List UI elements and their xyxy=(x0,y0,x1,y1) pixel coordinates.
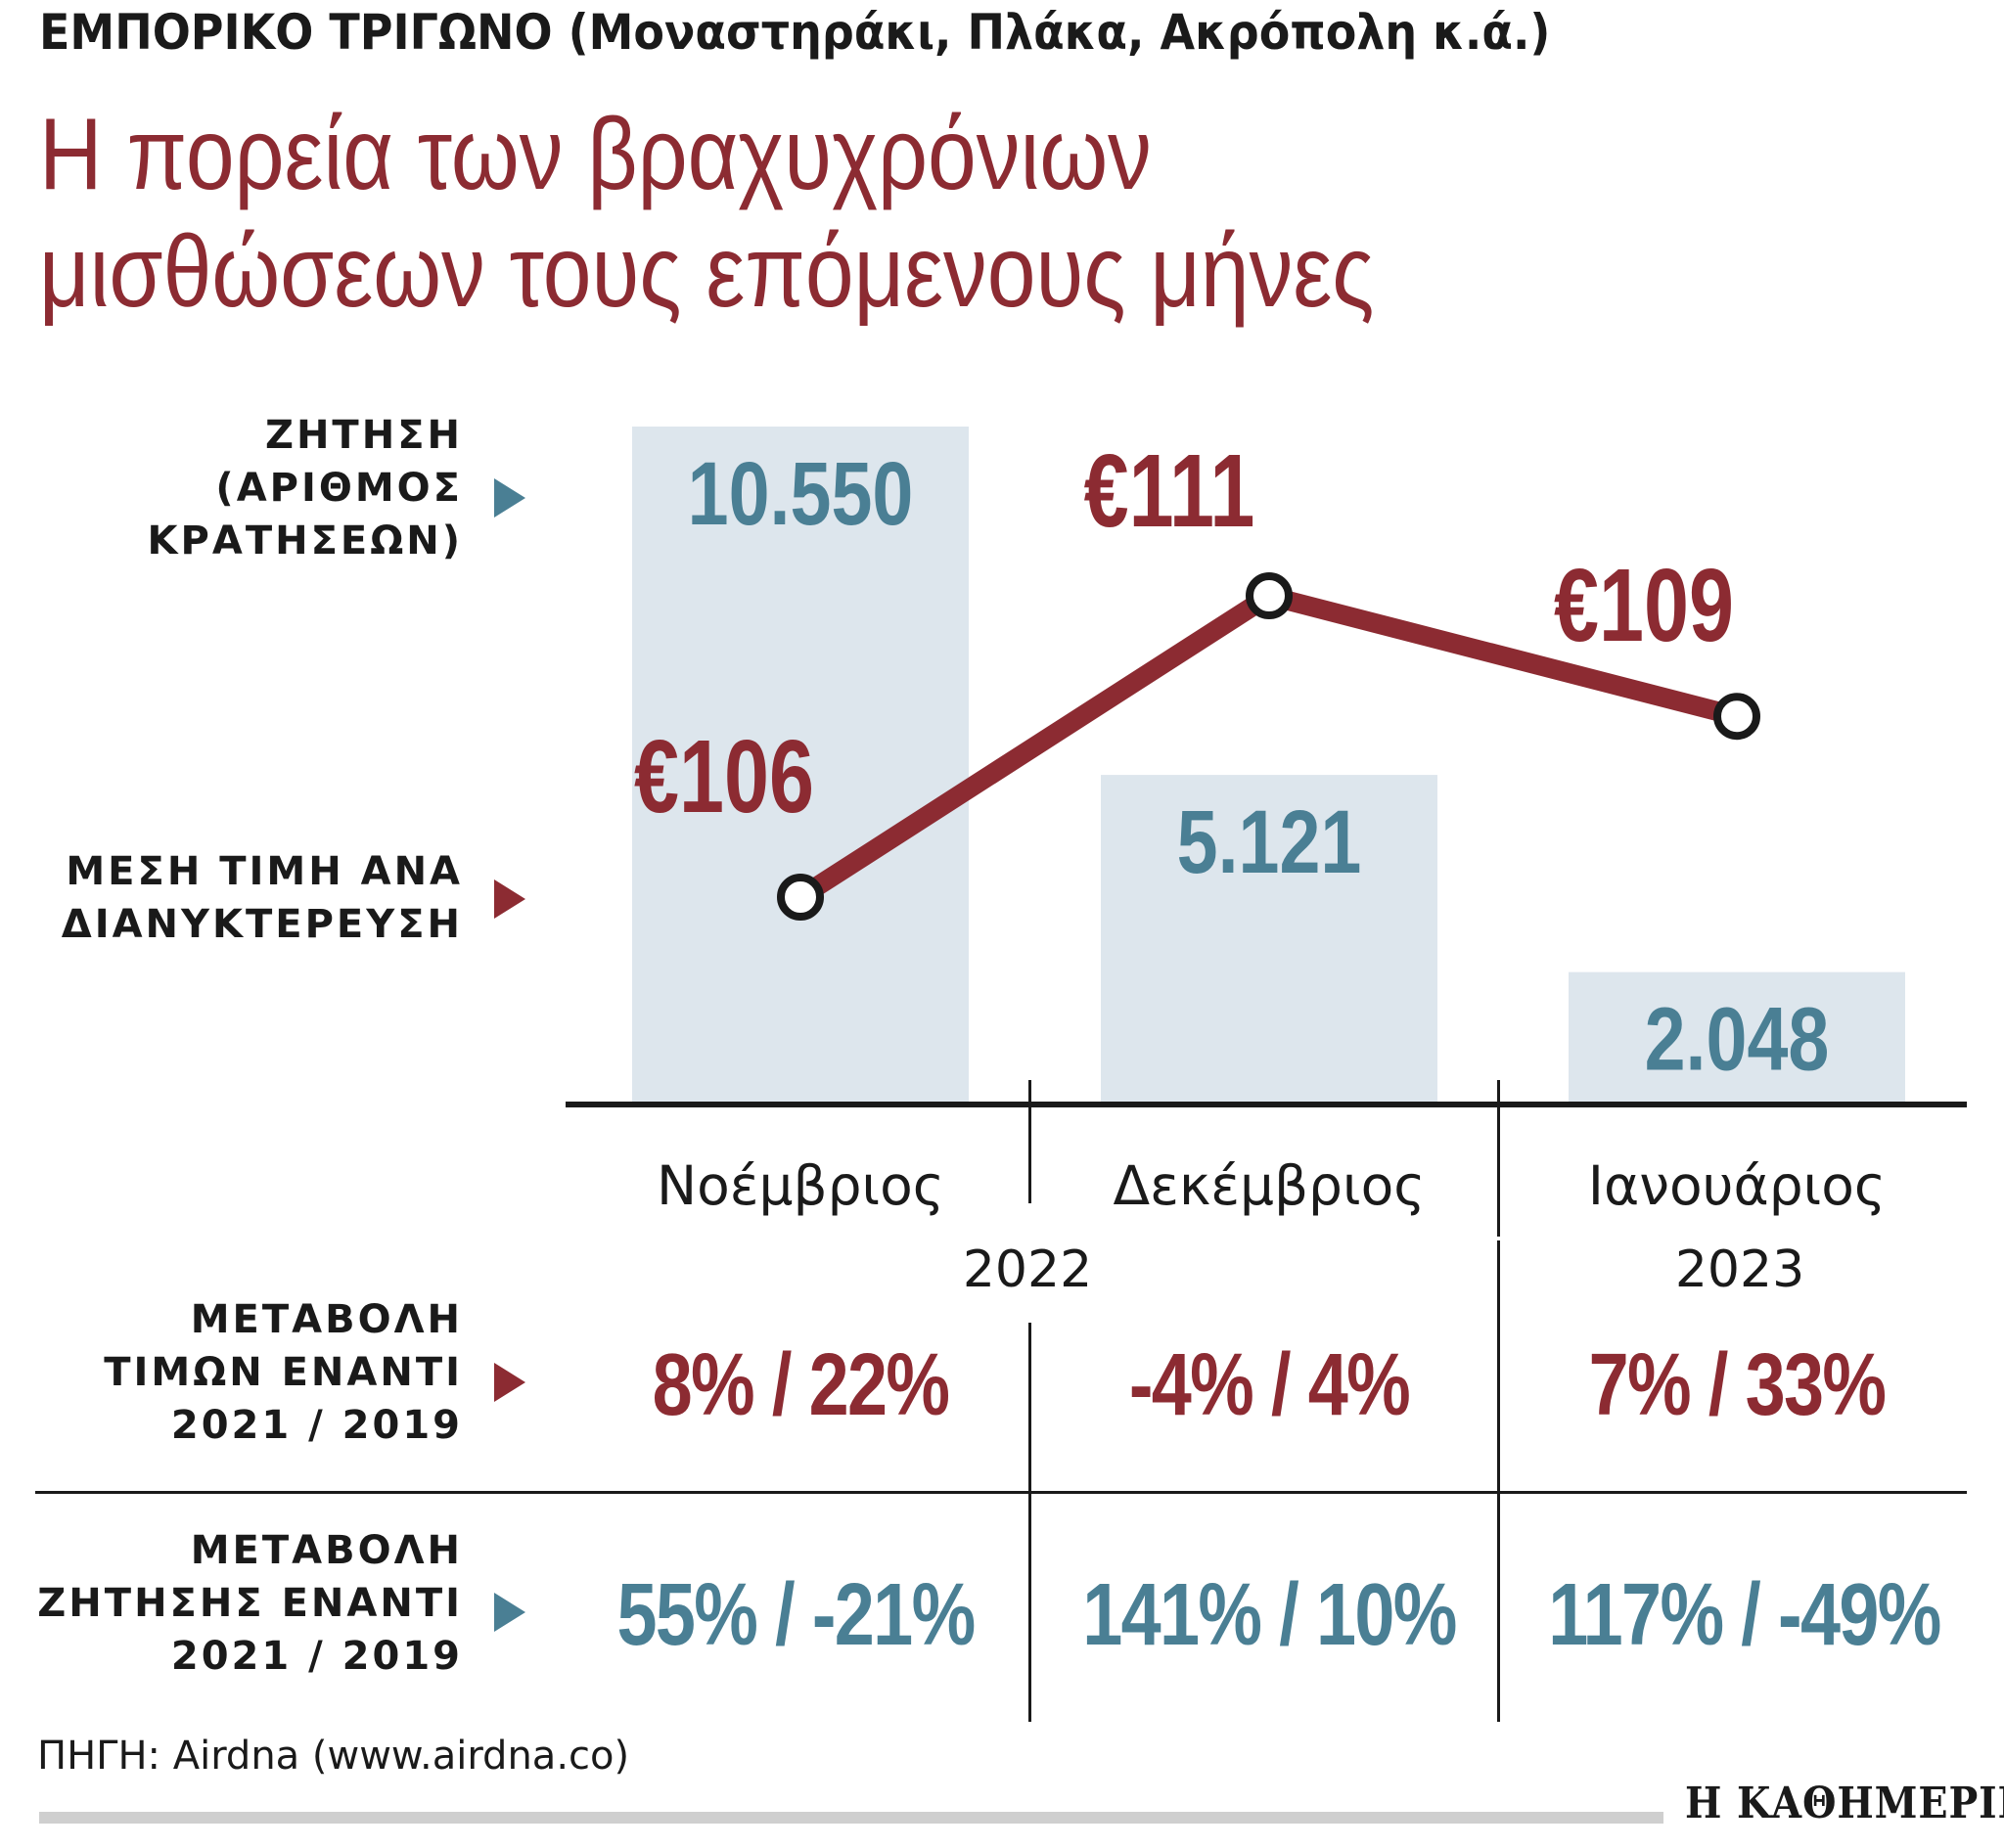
price-change-label-line-1: ΜΕΤΑΒΟΛΗ xyxy=(190,1297,463,1342)
column-separator-nov-dec-bottom xyxy=(1028,1323,1031,1722)
legend-demand-arrow-icon xyxy=(494,478,525,518)
price-change-label-line-2: ΤΙΜΩΝ ΕΝΑΝΤΙ xyxy=(104,1350,463,1395)
legend-price-label: ΜΕΣΗ ΤΙΜΗ ΑΝΑ ΔΙΑΝΥΚΤΕΡΕΥΣΗ xyxy=(62,845,463,951)
demand-value-december: 5.121 xyxy=(1177,791,1362,892)
price-change-november: 8% / 22% xyxy=(652,1336,950,1434)
price-change-december: -4% / 4% xyxy=(1128,1336,1411,1434)
price-point-december xyxy=(1246,572,1293,619)
demand-bar-january xyxy=(1569,971,1905,1104)
price-change-label-line-3: 2021 / 2019 xyxy=(170,1403,463,1448)
demand-change-january: 117% / -49% xyxy=(1548,1566,1941,1664)
demand-change-november: 55% / -21% xyxy=(616,1566,976,1664)
price-value-december: €111 xyxy=(1084,433,1255,549)
column-separator-nov-dec-top xyxy=(1028,1080,1031,1203)
price-change-january: 7% / 33% xyxy=(1588,1336,1887,1434)
legend-demand-line-3: ΚΡΑΤΗΣΕΩΝ) xyxy=(147,518,463,563)
demand-change-arrow-icon xyxy=(494,1593,525,1632)
legend-price-line-1: ΜΕΣΗ ΤΙΜΗ ΑΝΑ xyxy=(66,849,463,894)
headline-line-1: Η πορεία των βραχυχρόνιων xyxy=(39,98,1152,211)
x-axis-line xyxy=(566,1102,1967,1107)
headline: Η πορεία των βραχυχρόνιων μισθώσεων τους… xyxy=(39,96,1374,331)
headline-line-2: μισθώσεων τους επόμενους μήνες xyxy=(39,215,1375,329)
legend-price-line-2: ΔΙΑΝΥΚΤΕΡΕΥΣΗ xyxy=(61,902,463,947)
demand-bar-november xyxy=(632,427,969,1104)
price-point-january xyxy=(1713,693,1760,741)
price-value-november: €106 xyxy=(634,719,814,834)
price-value-january: €109 xyxy=(1554,548,1734,663)
footer-bar xyxy=(39,1812,1663,1824)
demand-value-january: 2.048 xyxy=(1645,989,1830,1090)
month-label-november: Νοέμβριος xyxy=(656,1154,945,1217)
source-note: ΠΗΓΗ: Airdna (www.airdna.co) xyxy=(37,1734,630,1779)
demand-change-label-line-1: ΜΕΤΑΒΟΛΗ xyxy=(190,1528,463,1573)
demand-bar-december xyxy=(1101,775,1437,1104)
demand-change-label: ΜΕΤΑΒΟΛΗ ΖΗΤΗΣΗΣ ΕΝΑΝΤΙ 2021 / 2019 xyxy=(37,1524,463,1683)
demand-value-november: 10.550 xyxy=(688,443,914,544)
price-change-arrow-icon xyxy=(494,1363,525,1402)
month-label-december: Δεκέμβριος xyxy=(1113,1154,1426,1217)
legend-price-arrow-icon xyxy=(494,879,525,919)
year-label-2022: 2022 xyxy=(962,1240,1093,1299)
year-label-2023: 2023 xyxy=(1674,1240,1805,1299)
demand-change-label-line-2: ΖΗΤΗΣΗΣ ΕΝΑΝΤΙ xyxy=(37,1581,463,1626)
demand-change-december: 141% / 10% xyxy=(1082,1566,1457,1664)
kicker-title: ΕΜΠΟΡΙΚΟ ΤΡΙΓΩΝΟ (Μοναστηράκι, Πλάκα, Ακ… xyxy=(39,4,1551,61)
column-separator-dec-jan-bottom xyxy=(1497,1240,1500,1722)
column-separator-dec-jan-top xyxy=(1497,1080,1500,1237)
legend-demand-line-1: ΖΗΤΗΣΗ xyxy=(264,413,463,458)
month-label-january: Ιανουάριος xyxy=(1587,1154,1887,1217)
demand-change-label-line-3: 2021 / 2019 xyxy=(170,1634,463,1679)
legend-demand-label: ΖΗΤΗΣΗ (ΑΡΙΘΜΟΣ ΚΡΑΤΗΣΕΩΝ) xyxy=(148,409,463,567)
legend-demand-line-2: (ΑΡΙΘΜΟΣ xyxy=(215,466,463,511)
price-change-label: ΜΕΤΑΒΟΛΗ ΤΙΜΩΝ ΕΝΑΝΤΙ 2021 / 2019 xyxy=(104,1293,463,1452)
table-divider-line xyxy=(35,1491,1967,1494)
price-point-november xyxy=(777,874,824,921)
brand-logo: Η ΚΑΘΗΜΕΡΙΝΗ xyxy=(1685,1779,2004,1828)
